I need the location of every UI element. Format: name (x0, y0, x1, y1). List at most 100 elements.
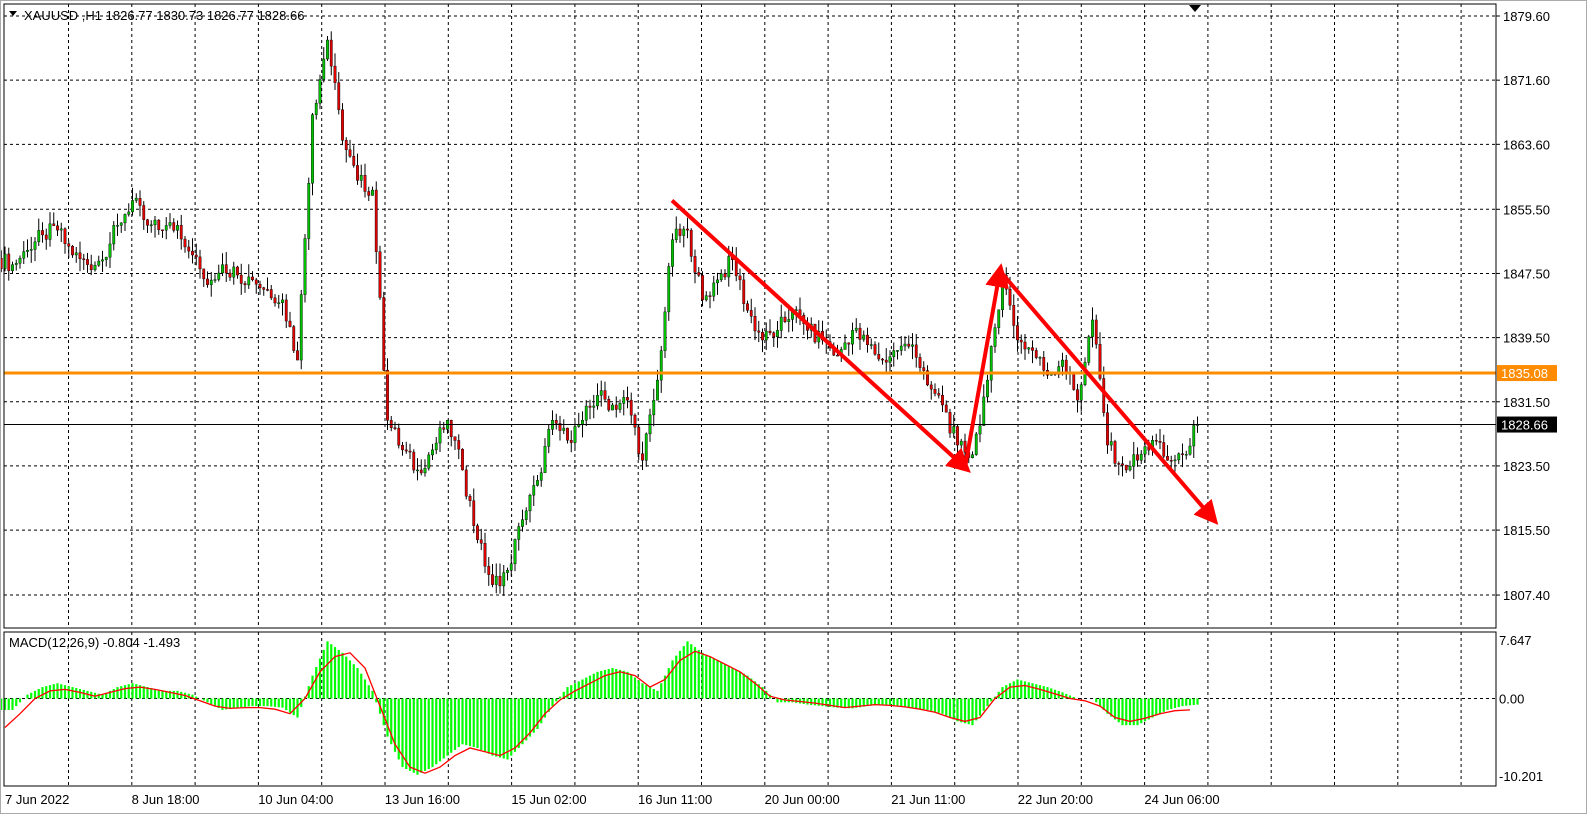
candle (528, 493, 532, 523)
candle (543, 438, 547, 473)
time-tick-label: 21 Jun 11:00 (891, 792, 965, 807)
candle (112, 221, 116, 251)
candle (689, 228, 693, 263)
candle (843, 334, 847, 350)
candle (224, 252, 228, 282)
candle (858, 323, 862, 350)
candle (269, 284, 273, 301)
candle (401, 441, 404, 456)
price-tick-label: 1823.50 (1503, 459, 1550, 474)
candle (292, 324, 296, 354)
trend-arrow[interactable] (963, 263, 1010, 468)
candle (63, 227, 67, 254)
candle (232, 261, 236, 285)
candle (746, 300, 749, 313)
candle (611, 402, 614, 411)
candle (971, 451, 974, 459)
candle (1109, 432, 1113, 451)
candle (907, 335, 911, 349)
axes: 1879.60 1871.60 1863.60 1855.50 1847.50 1839.… (5, 9, 1557, 807)
candle (194, 243, 198, 266)
candle (427, 452, 431, 471)
macd-title: MACD(12,26,9) -0.804 -1.493 (9, 635, 180, 650)
candle (18, 255, 22, 269)
candle (11, 261, 14, 274)
candle (663, 306, 667, 359)
candle (547, 425, 551, 454)
time-tick-label: 8 Jun 18:00 (132, 792, 200, 807)
candle (749, 298, 753, 324)
candle (311, 113, 314, 196)
candle (389, 416, 393, 432)
candle (922, 361, 926, 380)
candle (67, 240, 71, 258)
trend-arrow[interactable] (670, 198, 971, 473)
candle (584, 400, 588, 427)
candle (1184, 450, 1188, 460)
candle (502, 564, 506, 596)
candle (386, 358, 389, 430)
candle (899, 336, 903, 356)
time-tick-label: 10 Jun 04:00 (258, 792, 333, 807)
candle (104, 256, 108, 267)
candle (764, 322, 768, 350)
candle (119, 222, 123, 233)
candle (378, 245, 382, 300)
time-tick-label: 13 Jun 16:00 (385, 792, 460, 807)
candle (1143, 440, 1147, 463)
candle (149, 220, 153, 233)
candle (506, 567, 509, 581)
candle (423, 459, 427, 477)
candle (206, 271, 209, 288)
candle (929, 381, 933, 400)
candle (37, 218, 41, 247)
candle (1034, 347, 1038, 360)
candle (464, 465, 468, 500)
candle (236, 265, 239, 279)
candle (618, 399, 622, 413)
trend-arrow[interactable] (998, 269, 1219, 525)
candle (82, 253, 86, 270)
candle (1038, 356, 1042, 366)
time-tick-label: 24 Jun 06:00 (1144, 792, 1219, 807)
candle (783, 311, 787, 324)
time-tick-label: 20 Jun 00:00 (765, 792, 840, 807)
candle (678, 223, 682, 243)
candle (1019, 334, 1023, 354)
candle (948, 408, 952, 438)
candle (78, 241, 82, 272)
candle (1162, 434, 1166, 459)
price-tick-label: 1879.60 (1503, 9, 1550, 24)
candle (562, 419, 566, 435)
candle (44, 228, 48, 250)
candle (247, 264, 251, 289)
symbol-info: XAUUSD ,H1 1826.77 1830.73 1826.77 1828.… (24, 8, 304, 23)
candle (161, 229, 164, 238)
candle (607, 395, 611, 412)
candle (461, 448, 464, 471)
triangle-down-icon[interactable] (9, 11, 17, 16)
candle (74, 247, 78, 263)
candle (862, 330, 866, 342)
candle (682, 226, 686, 248)
candle (596, 383, 599, 410)
time-tick-label: 16 Jun 11:00 (638, 792, 712, 807)
candle (7, 247, 11, 281)
candle (772, 331, 776, 347)
candle (974, 432, 978, 456)
candle (288, 311, 292, 328)
candle (566, 427, 569, 444)
candle (903, 336, 907, 351)
candle (554, 413, 558, 430)
candle (881, 357, 884, 365)
price-tick-label: 1847.50 (1503, 266, 1550, 281)
shift-marker-icon[interactable] (1189, 5, 1201, 12)
candle (866, 327, 869, 353)
candle (637, 423, 641, 460)
candle (742, 273, 746, 312)
candle (487, 557, 491, 586)
candle (603, 381, 607, 402)
candle (719, 269, 723, 282)
